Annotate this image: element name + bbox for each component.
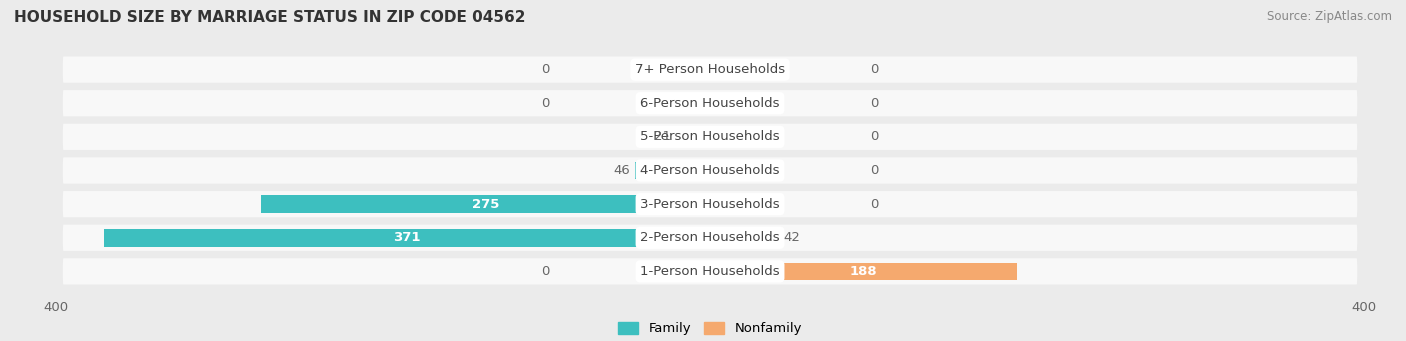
Text: 0: 0 bbox=[870, 164, 879, 177]
Bar bbox=[636, 162, 710, 179]
Text: 5-Person Households: 5-Person Households bbox=[640, 130, 780, 143]
Text: 275: 275 bbox=[471, 198, 499, 211]
Bar bbox=[260, 195, 710, 213]
Text: 0: 0 bbox=[870, 97, 879, 110]
Text: 6-Person Households: 6-Person Households bbox=[640, 97, 780, 110]
FancyBboxPatch shape bbox=[63, 225, 1357, 251]
Text: 3-Person Households: 3-Person Households bbox=[640, 198, 780, 211]
Text: HOUSEHOLD SIZE BY MARRIAGE STATUS IN ZIP CODE 04562: HOUSEHOLD SIZE BY MARRIAGE STATUS IN ZIP… bbox=[14, 10, 526, 25]
Text: 2-Person Households: 2-Person Households bbox=[640, 231, 780, 244]
Text: 42: 42 bbox=[783, 231, 800, 244]
FancyBboxPatch shape bbox=[63, 258, 1357, 284]
FancyBboxPatch shape bbox=[63, 158, 1357, 183]
Text: Source: ZipAtlas.com: Source: ZipAtlas.com bbox=[1267, 10, 1392, 23]
Bar bbox=[710, 229, 779, 247]
Text: 0: 0 bbox=[870, 130, 879, 143]
Legend: Family, Nonfamily: Family, Nonfamily bbox=[613, 317, 807, 341]
Bar bbox=[676, 128, 710, 146]
Bar bbox=[710, 263, 1018, 280]
FancyBboxPatch shape bbox=[63, 191, 1357, 217]
FancyBboxPatch shape bbox=[63, 57, 1357, 83]
Text: 371: 371 bbox=[394, 231, 420, 244]
Text: 21: 21 bbox=[654, 130, 671, 143]
Text: 0: 0 bbox=[541, 63, 550, 76]
Text: 7+ Person Households: 7+ Person Households bbox=[636, 63, 785, 76]
Text: 46: 46 bbox=[613, 164, 630, 177]
Text: 0: 0 bbox=[541, 265, 550, 278]
Text: 0: 0 bbox=[870, 63, 879, 76]
Text: 4-Person Households: 4-Person Households bbox=[640, 164, 780, 177]
Text: 1-Person Households: 1-Person Households bbox=[640, 265, 780, 278]
Bar bbox=[104, 229, 710, 247]
FancyBboxPatch shape bbox=[63, 90, 1357, 116]
FancyBboxPatch shape bbox=[63, 124, 1357, 150]
Text: 0: 0 bbox=[541, 97, 550, 110]
Text: 0: 0 bbox=[870, 198, 879, 211]
Text: 188: 188 bbox=[849, 265, 877, 278]
